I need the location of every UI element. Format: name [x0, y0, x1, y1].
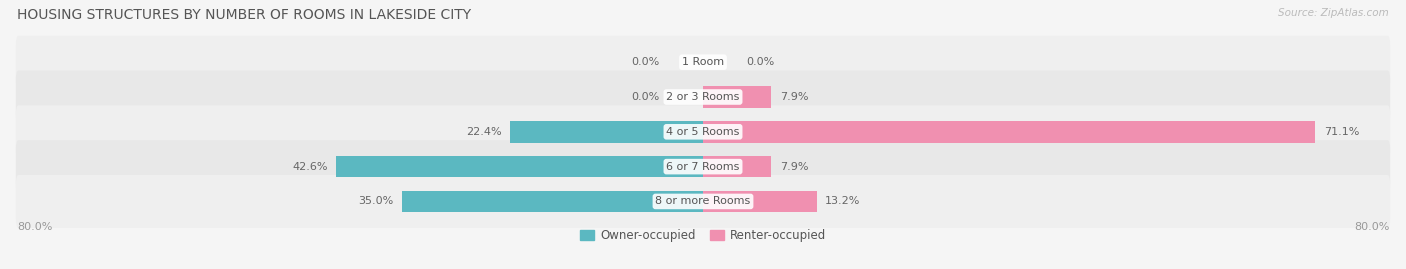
- Text: 8 or more Rooms: 8 or more Rooms: [655, 196, 751, 206]
- Text: 2 or 3 Rooms: 2 or 3 Rooms: [666, 92, 740, 102]
- Text: 22.4%: 22.4%: [465, 127, 502, 137]
- Text: 13.2%: 13.2%: [825, 196, 860, 206]
- Text: 4 or 5 Rooms: 4 or 5 Rooms: [666, 127, 740, 137]
- FancyBboxPatch shape: [15, 36, 1391, 89]
- Bar: [703, 86, 770, 108]
- Text: 7.9%: 7.9%: [780, 162, 808, 172]
- Text: 0.0%: 0.0%: [631, 92, 659, 102]
- Text: 80.0%: 80.0%: [17, 222, 52, 232]
- Bar: [336, 156, 703, 178]
- Text: 80.0%: 80.0%: [1354, 222, 1389, 232]
- Text: 42.6%: 42.6%: [292, 162, 328, 172]
- Text: 7.9%: 7.9%: [780, 92, 808, 102]
- Text: 6 or 7 Rooms: 6 or 7 Rooms: [666, 162, 740, 172]
- Text: 1 Room: 1 Room: [682, 57, 724, 67]
- FancyBboxPatch shape: [15, 140, 1391, 193]
- Bar: [703, 121, 1315, 143]
- Text: 35.0%: 35.0%: [357, 196, 392, 206]
- Text: 0.0%: 0.0%: [747, 57, 775, 67]
- Bar: [703, 156, 770, 178]
- FancyBboxPatch shape: [15, 70, 1391, 123]
- Text: 71.1%: 71.1%: [1324, 127, 1360, 137]
- Bar: [510, 121, 703, 143]
- FancyBboxPatch shape: [15, 175, 1391, 228]
- Bar: [703, 191, 817, 212]
- Legend: Owner-occupied, Renter-occupied: Owner-occupied, Renter-occupied: [575, 224, 831, 247]
- Text: 0.0%: 0.0%: [631, 57, 659, 67]
- Text: HOUSING STRUCTURES BY NUMBER OF ROOMS IN LAKESIDE CITY: HOUSING STRUCTURES BY NUMBER OF ROOMS IN…: [17, 8, 471, 22]
- Bar: [402, 191, 703, 212]
- FancyBboxPatch shape: [15, 105, 1391, 158]
- Text: Source: ZipAtlas.com: Source: ZipAtlas.com: [1278, 8, 1389, 18]
